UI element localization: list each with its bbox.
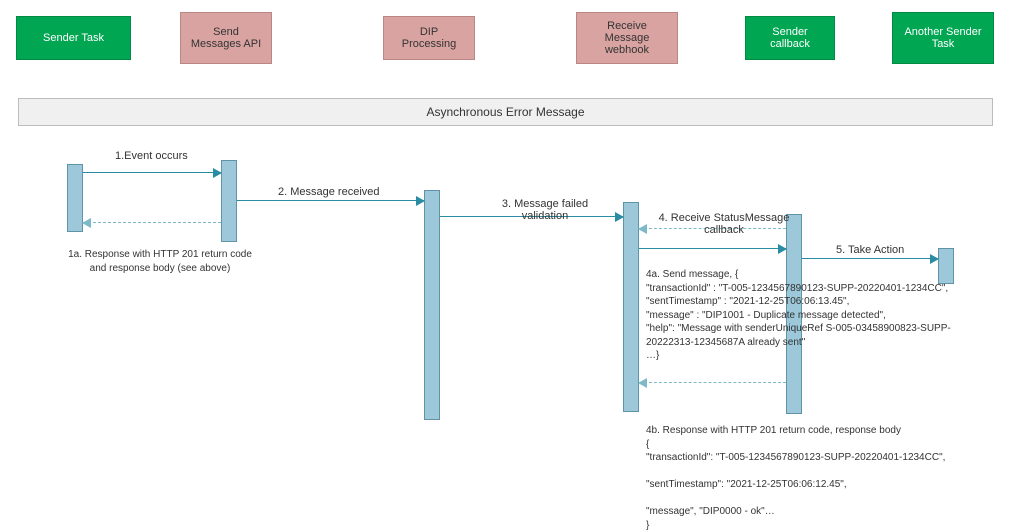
lane-receive-webhook: Receive Message webhook (576, 12, 678, 64)
arrow-head-icon (416, 196, 425, 206)
label-4b-response: 4b. Response with HTTP 201 return code, … (646, 424, 986, 532)
arrow-head-icon (82, 218, 91, 228)
arrow-head-icon (778, 244, 787, 254)
lane-sender-task: Sender Task (16, 16, 131, 60)
arrow-take-action (802, 258, 938, 259)
label-take-action: 5. Take Action (836, 244, 904, 256)
lane-send-messages-api: Send Messages API (180, 12, 272, 64)
arrow-event-response (83, 222, 221, 223)
lane-label: Receive Message webhook (585, 20, 669, 56)
lane-dip-processing: DIP Processing (383, 16, 475, 60)
lane-label: Sender callback (754, 26, 826, 50)
arrow-head-icon (930, 254, 939, 264)
lane-label: Send Messages API (189, 26, 263, 50)
diagram-title-text: Asynchronous Error Message (426, 105, 584, 119)
lifebar-recv-webhook (623, 202, 639, 412)
label-message-received: 2. Message received (278, 186, 380, 198)
label-failed-validation: 3. Message failed validation (480, 198, 610, 222)
lane-sender-callback: Sender callback (745, 16, 835, 60)
lane-another-sender-task: Another Sender Task (892, 12, 994, 64)
arrow-head-icon (615, 212, 624, 222)
lane-label: Another Sender Task (901, 26, 985, 50)
arrow-head-icon (638, 378, 647, 388)
lifebar-send-api (221, 160, 237, 242)
label-1a-response: 1a. Response with HTTP 201 return code a… (60, 248, 260, 275)
label-4a-send-message: 4a. Send message, { "transactionId" : "T… (646, 268, 976, 363)
lane-label: Sender Task (43, 32, 104, 44)
diagram-title: Asynchronous Error Message (18, 98, 993, 126)
lane-label: DIP Processing (392, 26, 466, 50)
arrow-message-received (237, 200, 424, 201)
label-event-occurs: 1.Event occurs (115, 150, 188, 162)
arrow-head-icon (213, 168, 222, 178)
arrow-callback-response (639, 382, 786, 383)
arrow-receive-callback-send (639, 248, 786, 249)
label-receive-callback: 4. Receive StatusMessage callback (644, 212, 804, 236)
arrow-event-occurs (83, 172, 221, 173)
lifebar-dip (424, 190, 440, 420)
lifebar-sender-task (67, 164, 83, 232)
